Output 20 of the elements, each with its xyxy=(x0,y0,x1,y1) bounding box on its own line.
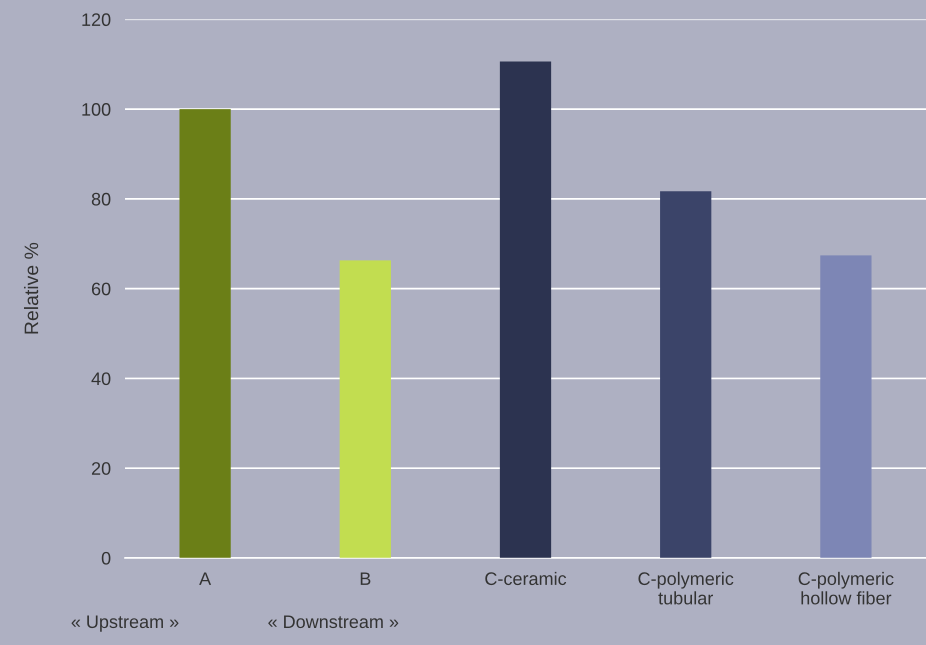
y-tick-label: 120 xyxy=(82,13,110,26)
bar xyxy=(660,191,712,558)
y-tick-label: 0 xyxy=(102,552,110,565)
x-tick-label: B xyxy=(360,572,370,585)
y-tick-label: 40 xyxy=(91,372,110,386)
x-tick-label: A xyxy=(199,572,212,585)
text: « Downstream » xyxy=(268,616,398,628)
x-tick-label: C-ceramic xyxy=(485,572,566,586)
y-tick-label: 60 xyxy=(92,282,110,296)
x-tick-label: C-polymeric tubular xyxy=(638,572,734,605)
bar xyxy=(820,255,872,558)
bar xyxy=(500,62,552,558)
y-axis-title: Relative % xyxy=(24,242,38,334)
bar xyxy=(340,260,391,558)
text: « Upstream » xyxy=(72,616,178,632)
y-tick-label: 20 xyxy=(92,462,110,475)
y-tick-label: 80 xyxy=(92,192,110,206)
x-tick-label: C-polymeric hollow fiber xyxy=(798,572,894,605)
bar xyxy=(179,109,231,558)
y-tick-label: 100 xyxy=(82,103,110,116)
